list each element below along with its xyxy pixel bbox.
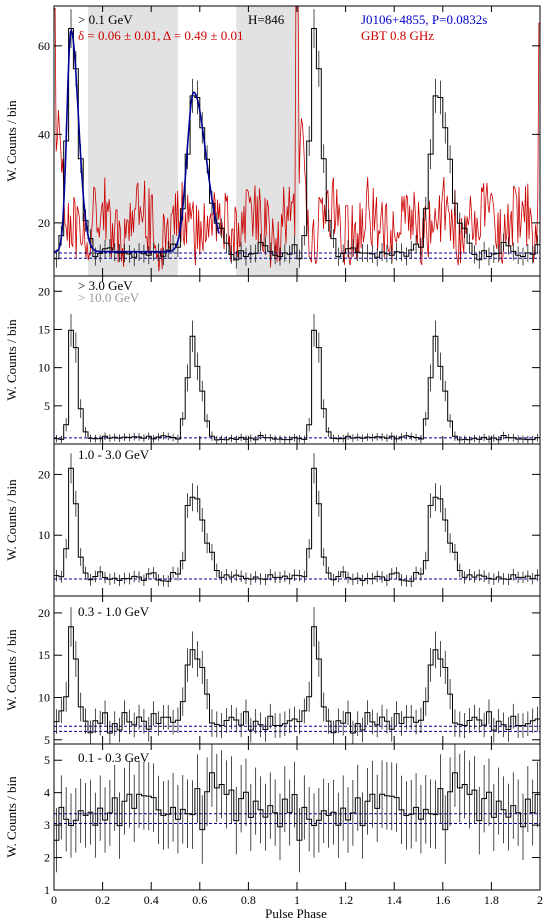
panel-5-plot: 1 2 3 4 5 0 0.2 0.4 0.6 0.8 1 1.2 1.4 1.6 1.8 2 W. Count… bbox=[4, 743, 543, 907]
plot-area bbox=[54, 607, 540, 744]
y-axis-title: W. Counts / bin bbox=[4, 319, 19, 401]
x-tick-label: 1.6 bbox=[435, 893, 450, 907]
y-tick-label: 5 bbox=[44, 399, 50, 413]
htest-label: H=846 bbox=[248, 12, 285, 27]
y-axis-title: W. Counts / bin bbox=[4, 100, 19, 182]
histogram-line bbox=[54, 772, 540, 841]
y-tick-label: 20 bbox=[38, 467, 50, 481]
y-tick-label: 1 bbox=[44, 883, 50, 897]
energy-label: > 3.0 GeV bbox=[78, 278, 133, 293]
plot-area bbox=[54, 744, 540, 873]
x-tick-label: 0.8 bbox=[241, 893, 256, 907]
y-tick-label: 60 bbox=[38, 39, 50, 53]
energy-label: 0.1 - 0.3 GeV bbox=[78, 750, 150, 765]
y-tick-label: 4 bbox=[44, 786, 50, 800]
histogram-line bbox=[54, 28, 540, 261]
y-tick-label: 10 bbox=[38, 361, 50, 375]
plot-area bbox=[54, 314, 540, 444]
energy-label: > 0.1 GeV bbox=[78, 12, 133, 27]
plot-area bbox=[54, 6, 540, 276]
x-tick-label: 1 bbox=[294, 893, 300, 907]
histogram-line bbox=[54, 626, 540, 734]
energy-label-secondary: > 10.0 GeV bbox=[78, 290, 140, 305]
x-tick-label: 0 bbox=[51, 893, 57, 907]
x-axis-title: Pulse Phase bbox=[265, 906, 327, 921]
y-tick-label: 15 bbox=[38, 322, 50, 336]
histogram-line bbox=[54, 467, 540, 582]
y-tick-label: 40 bbox=[38, 127, 50, 141]
plot-area bbox=[54, 453, 540, 588]
y-tick-label: 20 bbox=[38, 606, 50, 620]
x-tick-label: 0.2 bbox=[95, 893, 110, 907]
y-tick-label: 5 bbox=[44, 753, 50, 767]
x-tick-label: 1.4 bbox=[387, 893, 402, 907]
y-tick-label: 5 bbox=[44, 733, 50, 747]
panel-1-plot: 20 40 60 W. Counts / bin bbox=[4, 5, 541, 277]
y-tick-label: 15 bbox=[38, 648, 50, 662]
radio-profile-line bbox=[54, 6, 540, 272]
energy-label: 0.3 - 1.0 GeV bbox=[78, 604, 150, 619]
x-tick-label: 1.2 bbox=[338, 893, 353, 907]
x-tick-label: 1.8 bbox=[484, 893, 499, 907]
fit-curve bbox=[54, 28, 220, 253]
radio-label: GBT 0.8 GHz bbox=[361, 28, 434, 43]
y-tick-label: 20 bbox=[38, 284, 50, 298]
y-axis-title: W. Counts / bin bbox=[4, 629, 19, 711]
pulsar-label: J0106+4855, P=0.0832s bbox=[361, 12, 487, 27]
y-tick-label: 20 bbox=[38, 216, 50, 230]
shaded-interval bbox=[88, 6, 178, 276]
shaded-interval bbox=[236, 6, 300, 276]
y-tick-label: 2 bbox=[44, 851, 50, 865]
y-axis-title: W. Counts / bin bbox=[4, 479, 19, 561]
x-tick-label: 0.4 bbox=[144, 893, 159, 907]
histogram-line bbox=[54, 329, 540, 441]
y-tick-label: 3 bbox=[44, 818, 50, 832]
y-axis-title: W. Counts / bin bbox=[4, 776, 19, 858]
y-tick-label: 10 bbox=[38, 690, 50, 704]
energy-label: 1.0 - 3.0 GeV bbox=[78, 447, 150, 462]
x-tick-label: 0.6 bbox=[192, 893, 207, 907]
panel-4-plot: 5 10 15 20 W. Counts / bin bbox=[4, 595, 541, 747]
y-tick-label: 10 bbox=[38, 528, 50, 542]
plot-frame bbox=[53, 443, 541, 597]
fit-label: δ = 0.06 ± 0.01, Δ = 0.49 ± 0.01 bbox=[78, 28, 243, 43]
x-tick-label: 2 bbox=[537, 893, 543, 907]
panel-3-plot: 10 20 W. Counts / bin bbox=[4, 443, 541, 597]
